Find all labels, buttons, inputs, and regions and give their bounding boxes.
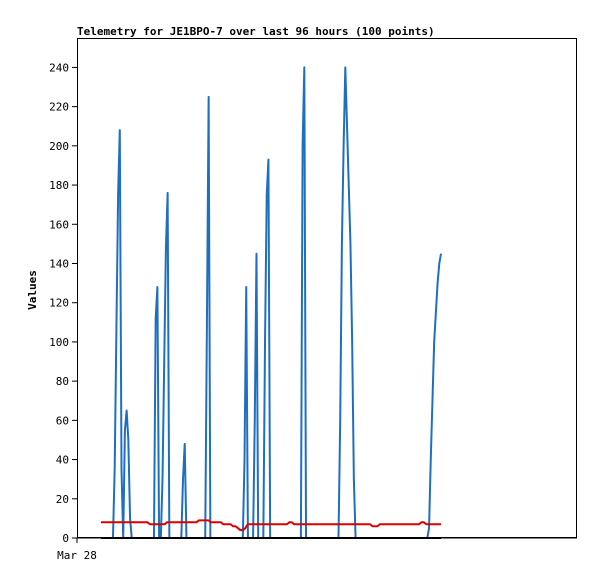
- y-tick-label: 240: [49, 61, 69, 74]
- y-tick-label: 80: [56, 375, 69, 388]
- chart-title: Telemetry for JE1BPO-7 over last 96 hour…: [77, 25, 435, 38]
- y-tick-label: 180: [49, 179, 69, 192]
- y-tick-label: 160: [49, 218, 69, 231]
- y-axis-title: Values: [26, 270, 39, 310]
- y-tick-label: 220: [49, 101, 69, 114]
- y-tick-label: 100: [49, 336, 69, 349]
- y-axis-ticks: 0 20 40 60 80 100 120 140 160 180 200 220 240: [49, 61, 77, 545]
- series-layer: [101, 66, 442, 539]
- y-tick-label: 40: [56, 454, 69, 467]
- series-line-blue: [101, 66, 442, 539]
- x-axis-ticks: Mar 28: [57, 538, 97, 562]
- y-tick-label: 140: [49, 257, 69, 270]
- y-tick-label: 20: [56, 493, 69, 506]
- y-tick-label: 60: [56, 414, 69, 427]
- plot-frame: [77, 38, 577, 538]
- y-tick-label: 200: [49, 140, 69, 153]
- x-tick-label: Mar 28: [57, 549, 97, 562]
- y-tick-label: 120: [49, 297, 69, 310]
- series-line-red: [101, 519, 441, 532]
- y-tick-label: 0: [62, 532, 69, 545]
